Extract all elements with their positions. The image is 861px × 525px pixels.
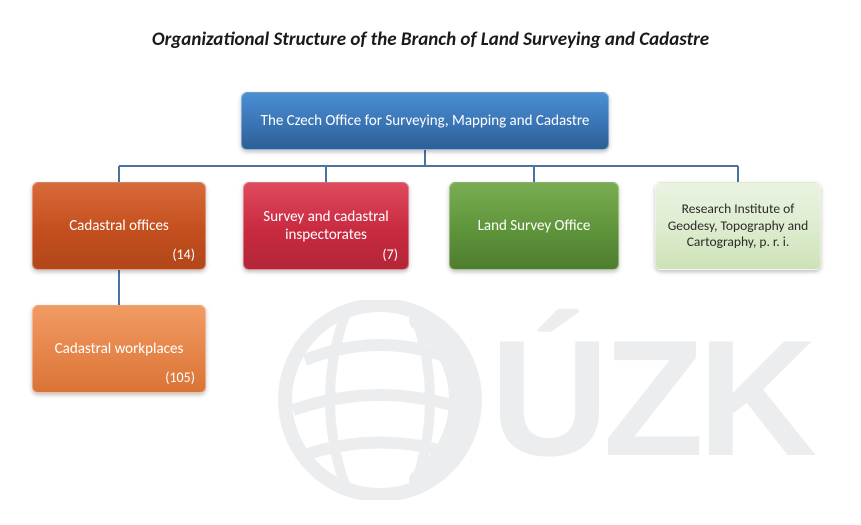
cuzk-logo-watermark: ÚZK <box>275 300 835 500</box>
node-label: Cadastral offices <box>69 217 169 235</box>
svg-text:ÚZK: ÚZK <box>490 306 816 490</box>
node-cadastral-offices: Cadastral offices (14) <box>32 182 206 270</box>
node-root: The Czech Office for Surveying, Mapping … <box>241 92 609 150</box>
node-label: Survey and cadastral inspectorates <box>254 208 398 244</box>
node-inspectorates: Survey and cadastral inspectorates (7) <box>243 182 409 270</box>
node-label: The Czech Office for Surveying, Mapping … <box>261 112 590 130</box>
node-label: Research Institute of Geodesy, Topograph… <box>666 201 810 252</box>
node-count: (14) <box>172 246 195 263</box>
node-cadastral-workplaces: Cadastral workplaces (105) <box>32 305 206 393</box>
node-research-institute: Research Institute of Geodesy, Topograph… <box>655 182 821 270</box>
node-count: (105) <box>165 369 195 386</box>
node-land-survey-office: Land Survey Office <box>449 182 619 270</box>
node-label: Cadastral workplaces <box>55 340 184 358</box>
node-label: Land Survey Office <box>478 217 591 235</box>
node-count: (7) <box>382 246 398 263</box>
page-title: Organizational Structure of the Branch o… <box>0 28 861 51</box>
